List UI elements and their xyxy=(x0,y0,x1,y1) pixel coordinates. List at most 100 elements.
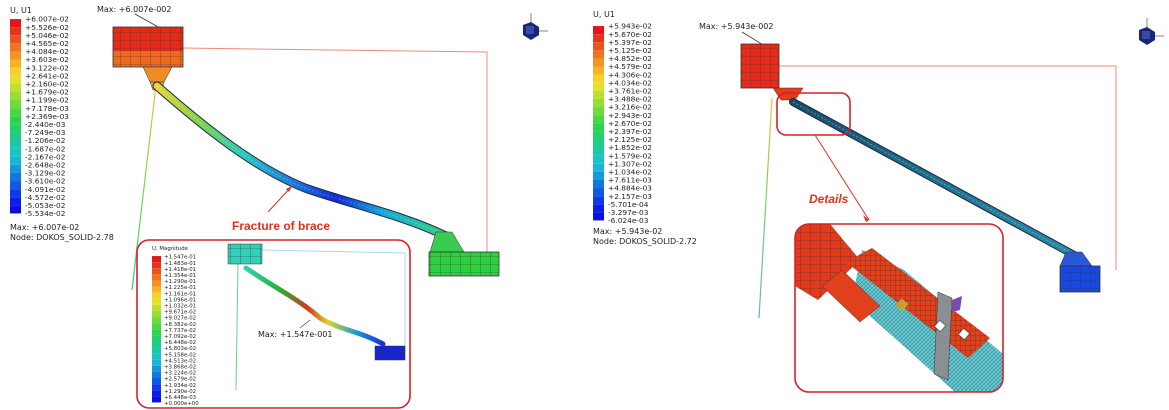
legend-swatch xyxy=(10,124,21,133)
legend-swatch xyxy=(152,268,161,275)
legend-swatch xyxy=(10,197,21,206)
legend-value: +3.603e-02 xyxy=(25,55,69,64)
legend-swatch xyxy=(593,82,604,91)
left-inset: U, Magnitude +1.547e-01+1.483e-01+1.418e… xyxy=(136,239,411,409)
legend-value: +3.868e-02 xyxy=(164,364,196,370)
legend-swatch xyxy=(10,164,21,173)
left-node-label: Node: DOKOS_SOLID-2.78 xyxy=(10,233,114,242)
legend-value: +0.000e+00 xyxy=(164,401,199,407)
legend-value: +1.418e-01 xyxy=(164,267,196,273)
legend-value: +1.307e-02 xyxy=(608,159,652,168)
legend-value: +3.216e-02 xyxy=(608,103,652,112)
legend-value: +1.032e-01 xyxy=(164,303,196,309)
legend-swatch xyxy=(152,359,161,366)
legend-swatch xyxy=(10,59,21,68)
legend-value: +1.547e-01 xyxy=(164,255,196,261)
left-frame-column xyxy=(131,84,157,291)
legend-swatch xyxy=(152,365,161,372)
legend-swatch xyxy=(152,323,161,330)
legend-swatch xyxy=(593,155,604,164)
right-frame-beam xyxy=(779,65,1117,270)
legend-value: +3.761e-02 xyxy=(608,86,652,95)
legend-value: +2.369e-03 xyxy=(25,112,69,121)
legend-swatch xyxy=(10,27,21,36)
connection-highlight xyxy=(776,92,851,136)
legend-swatch xyxy=(593,26,604,35)
left-max-annotation: Max: +6.007e-002 xyxy=(97,5,171,14)
legend-swatch xyxy=(10,67,21,76)
legend-value: -4.091e-02 xyxy=(25,185,65,194)
axis-triad-left-icon xyxy=(523,13,548,40)
legend-value: -5.534e-02 xyxy=(25,209,65,218)
legend-value: +2.125e-02 xyxy=(608,135,652,144)
legend-value: -5.701e-04 xyxy=(608,200,649,209)
legend-value: +1.161e-01 xyxy=(164,291,196,297)
legend-value: +1.579e-02 xyxy=(608,151,652,160)
inset-frame xyxy=(136,239,411,409)
legend-swatch xyxy=(10,108,21,117)
legend-value: +1.225e-01 xyxy=(164,285,196,291)
legend-value: +7.178e-03 xyxy=(25,104,69,113)
legend-swatch xyxy=(152,280,161,287)
right-legend-title: U, U1 xyxy=(593,10,615,19)
right-max-label: Max: +5.943e-02 xyxy=(593,227,662,236)
legend-swatch xyxy=(152,286,161,293)
legend-swatch xyxy=(593,115,604,124)
legend-swatch xyxy=(152,256,161,263)
legend-swatch xyxy=(152,274,161,281)
legend-swatch xyxy=(152,304,161,311)
detail-frame xyxy=(794,223,1004,393)
inset-legend-title: U, Magnitude xyxy=(152,246,189,252)
legend-swatch xyxy=(593,171,604,180)
legend-value: +4.852e-02 xyxy=(608,54,652,63)
legend-value: +5.397e-02 xyxy=(608,38,652,47)
legend-swatch xyxy=(10,19,21,28)
legend-swatch xyxy=(152,298,161,305)
legend-value: +2.157e-03 xyxy=(608,192,652,201)
legend-value: +4.513e-02 xyxy=(164,358,196,364)
legend-swatch xyxy=(593,50,604,59)
legend-swatch xyxy=(10,156,21,165)
legend-value: +3.122e-02 xyxy=(25,63,69,72)
legend-swatch xyxy=(10,148,21,157)
legend-swatch xyxy=(593,90,604,99)
legend-swatch xyxy=(10,172,21,182)
legend-value: +7.737e-02 xyxy=(164,328,196,334)
legend-value: +9.027e-02 xyxy=(164,316,196,322)
legend-value: +3.488e-02 xyxy=(608,95,652,104)
legend-swatch xyxy=(152,317,161,324)
details-label: Details xyxy=(809,192,849,206)
legend-value: +9.671e-02 xyxy=(164,310,196,316)
legend-swatch xyxy=(593,66,604,75)
left-max-label: Max: +6.007e-02 xyxy=(10,223,79,232)
legend-value: +1.852e-02 xyxy=(608,143,652,152)
legend-swatch xyxy=(152,262,161,269)
legend-swatch xyxy=(593,212,604,221)
legend-value: +6.448e-02 xyxy=(164,340,196,346)
legend-swatch xyxy=(152,335,161,342)
legend-value: +6.007e-02 xyxy=(25,15,69,24)
legend-value: +4.884e-03 xyxy=(608,184,652,193)
legend-value: +8.382e-02 xyxy=(164,322,196,328)
legend-value: +2.579e-02 xyxy=(164,377,196,383)
legend-swatch xyxy=(10,83,21,92)
legend-swatch xyxy=(152,292,161,299)
legend-value: -2.440e-03 xyxy=(25,120,66,129)
legend-swatch xyxy=(593,123,604,132)
legend-value: -3.297e-03 xyxy=(608,208,649,217)
legend-value: +1.290e-02 xyxy=(164,389,196,395)
legend-swatch xyxy=(152,341,161,348)
legend-swatch xyxy=(152,384,161,391)
legend-value: +3.224e-02 xyxy=(164,371,196,377)
legend-swatch xyxy=(10,132,21,141)
legend-value: +1.354e-01 xyxy=(164,273,196,279)
legend-value: +1.034e-02 xyxy=(608,167,652,176)
legend-value: +4.306e-02 xyxy=(608,70,652,79)
legend-value: -3.129e-02 xyxy=(25,169,65,178)
legend-value: +5.125e-02 xyxy=(608,46,652,55)
legend-swatch xyxy=(593,42,604,51)
legend-swatch xyxy=(152,390,161,397)
legend-swatch xyxy=(593,163,604,172)
legend-swatch xyxy=(10,140,21,149)
left-frame-beam xyxy=(181,47,488,258)
